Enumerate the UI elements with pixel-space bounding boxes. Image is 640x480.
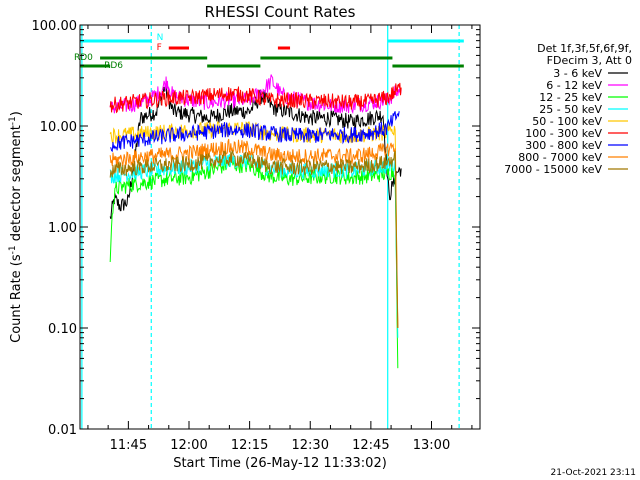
series-line-2 <box>109 74 402 114</box>
series-line-6 <box>109 82 402 114</box>
y-axis: 0.01 0.10 1.00 10.00 100.00 <box>32 19 480 438</box>
legend-header-line: Det 1f,3f,5f,6f,9f, <box>537 42 632 55</box>
flag-label-rd6: RD6 <box>104 61 123 71</box>
legend-entry-label: 50 - 100 keV <box>532 115 602 128</box>
legend-entry-label: 800 - 7000 keV <box>518 151 602 164</box>
flag-label-f: F <box>157 43 162 53</box>
x-tick-label: 11:45 <box>110 438 147 453</box>
y-label-main: Count Rate (s <box>9 254 24 343</box>
y-label-sup-2: -1 <box>8 116 18 125</box>
series-lines <box>109 74 402 369</box>
legend-entry-label: 3 - 6 keV <box>553 67 602 80</box>
y-tick-label: 10.00 <box>40 120 77 135</box>
legend-entry-label: 7000 - 15000 keV <box>504 163 602 176</box>
x-tick-label: 12:15 <box>231 438 268 453</box>
legend-entry-label: 300 - 800 keV <box>525 139 602 152</box>
y-label-mid: detector segment <box>9 125 24 245</box>
series-line-3 <box>109 157 399 369</box>
x-axis-label: Start Time (26-May-12 11:33:02) <box>173 456 387 471</box>
legend-entry-label: 100 - 300 keV <box>525 127 602 140</box>
y-tick-label: 0.10 <box>48 322 77 337</box>
x-tick-label: 13:00 <box>413 438 450 453</box>
y-tick-label: 100.00 <box>32 19 78 34</box>
vertical-markers <box>81 25 460 429</box>
flag-label-n: N <box>157 33 164 43</box>
x-tick-label: 12:45 <box>352 438 389 453</box>
y-tick-label: 1.00 <box>48 221 77 236</box>
plot-frame <box>79 24 481 430</box>
legend: Det 1f,3f,5f,6f,9f,FDecim 3, Att 03 - 6 … <box>504 42 632 176</box>
legend-entry-label: 6 - 12 keV <box>546 79 602 92</box>
chart-title: RHESSI Count Rates <box>205 3 356 21</box>
series-line-7 <box>110 111 400 153</box>
series-line-1 <box>109 84 402 219</box>
footer-date: 21-Oct-2021 23:11 <box>551 468 636 478</box>
x-tick-label: 12:30 <box>292 438 329 453</box>
flag-bars: NF RD0 RD6 <box>74 33 464 71</box>
legend-entry-label: 25 - 50 keV <box>539 103 602 116</box>
y-label-sup-1: -1 <box>8 245 18 254</box>
x-axis: 11:45 12:00 12:15 12:30 12:45 13:00 <box>87 25 473 453</box>
series-line-8 <box>109 138 399 329</box>
y-label-end: ) <box>9 111 24 116</box>
x-tick-label: 12:00 <box>170 438 207 453</box>
y-axis-label: Count Rate (s-1 detector segment-1) <box>8 111 24 343</box>
series-line-9 <box>109 150 399 329</box>
legend-entry-label: 12 - 25 keV <box>539 91 602 104</box>
legend-header-line: FDecim 3, Att 0 <box>547 54 632 67</box>
flag-label-rd0: RD0 <box>74 53 93 63</box>
y-tick-label: 0.01 <box>48 423 77 438</box>
